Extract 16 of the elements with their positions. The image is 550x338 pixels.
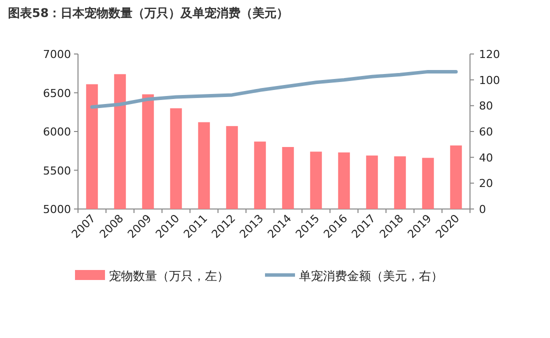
legend-label: 宠物数量（万只，左） [109,269,229,283]
legend-label: 单宠消费金额（美元，右） [299,269,443,283]
y2-tick-label: 120 [479,48,500,61]
chart-title: 图表58：日本宠物数量（万只）及单宠消费（美元） [8,6,289,20]
y2-tick-label: 0 [479,203,486,216]
y2-tick-label: 100 [479,74,500,87]
y2-tick-label: 40 [479,151,493,164]
y-tick-label: 5000 [43,203,71,216]
y-tick-label: 6500 [43,86,71,100]
line-series [90,70,458,109]
y2-tick-label: 80 [479,100,493,113]
y2-tick-label: 20 [479,177,493,190]
y-tick-label: 5500 [43,164,71,178]
y2-tick-label: 60 [479,126,493,138]
y-tick-label: 7000 [43,48,71,61]
y-tick-label: 6000 [43,126,71,138]
